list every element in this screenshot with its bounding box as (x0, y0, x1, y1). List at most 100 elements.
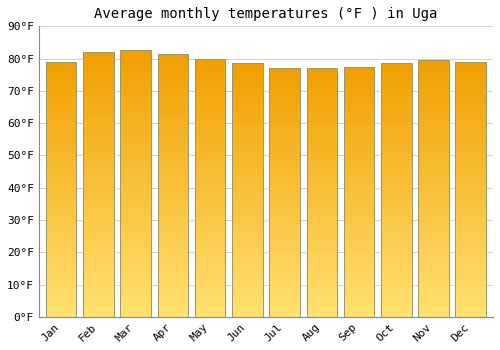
Bar (418, 60, 448, 317)
Bar (456, 270, 486, 274)
Bar (232, 249, 262, 253)
Bar (381, 76, 412, 80)
Bar (418, 261, 448, 266)
Bar (158, 163, 188, 168)
Bar (46, 142, 76, 147)
Bar (195, 153, 226, 158)
Bar (306, 77, 337, 81)
Bar (270, 85, 300, 89)
Bar (306, 313, 337, 317)
Bar (158, 238, 188, 242)
Bar (456, 138, 486, 142)
Bar (270, 246, 300, 251)
Bar (158, 146, 188, 150)
Bar (381, 139, 412, 144)
Bar (158, 80, 188, 84)
Bar (270, 97, 300, 102)
Bar (306, 197, 337, 201)
Bar (232, 135, 262, 139)
Bar (306, 205, 337, 209)
Bar (418, 291, 448, 295)
Bar (158, 299, 188, 304)
Bar (344, 66, 374, 71)
Bar (195, 278, 226, 282)
Bar (381, 89, 412, 93)
Bar (381, 313, 412, 317)
Bar (418, 154, 448, 159)
Bar (418, 133, 448, 137)
Bar (83, 299, 114, 303)
Bar (306, 292, 337, 296)
Bar (270, 110, 300, 114)
Bar (120, 197, 151, 201)
Bar (83, 96, 114, 101)
Bar (418, 103, 448, 107)
Bar (232, 207, 262, 211)
Bar (83, 52, 114, 317)
Bar (418, 90, 448, 94)
Bar (120, 157, 151, 161)
Bar (83, 176, 114, 180)
Bar (344, 66, 374, 317)
Bar (381, 207, 412, 211)
Bar (344, 292, 374, 296)
Bar (270, 217, 300, 222)
Bar (195, 106, 226, 110)
Bar (270, 300, 300, 304)
Bar (270, 267, 300, 271)
Bar (120, 95, 151, 99)
Bar (83, 154, 114, 158)
Bar (158, 190, 188, 194)
Bar (83, 224, 114, 229)
Bar (418, 282, 448, 287)
Bar (46, 147, 76, 151)
Bar (381, 177, 412, 182)
Bar (46, 194, 76, 198)
Bar (46, 121, 76, 126)
Bar (418, 141, 448, 146)
Bar (158, 124, 188, 128)
Bar (456, 189, 486, 194)
Bar (120, 193, 151, 197)
Bar (120, 264, 151, 268)
Bar (456, 134, 486, 138)
Bar (158, 128, 188, 133)
Bar (120, 290, 151, 295)
Bar (158, 211, 188, 216)
Bar (344, 179, 374, 183)
Bar (381, 258, 412, 262)
Bar (158, 247, 188, 251)
Bar (195, 214, 226, 218)
Bar (195, 192, 226, 196)
Bar (195, 166, 226, 170)
Bar (306, 134, 337, 139)
Bar (306, 230, 337, 234)
Bar (158, 54, 188, 58)
Bar (344, 208, 374, 212)
Bar (456, 261, 486, 266)
Bar (46, 270, 76, 274)
Bar (418, 99, 448, 103)
Bar (418, 189, 448, 193)
Bar (456, 168, 486, 172)
Bar (120, 99, 151, 104)
Bar (418, 240, 448, 244)
Bar (381, 114, 412, 118)
Bar (158, 84, 188, 89)
Bar (306, 118, 337, 122)
Bar (306, 172, 337, 176)
Bar (83, 52, 114, 56)
Bar (344, 117, 374, 121)
Bar (270, 168, 300, 172)
Bar (232, 76, 262, 80)
Bar (195, 304, 226, 308)
Bar (270, 213, 300, 217)
Bar (418, 236, 448, 240)
Bar (46, 164, 76, 168)
Bar (418, 210, 448, 214)
Bar (344, 121, 374, 125)
Bar (158, 119, 188, 124)
Bar (46, 134, 76, 138)
Bar (195, 261, 226, 265)
Bar (344, 313, 374, 317)
